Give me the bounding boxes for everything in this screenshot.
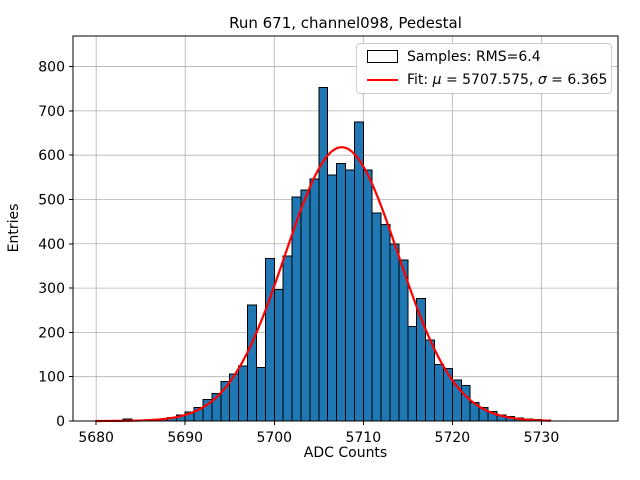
legend: Samples: RMS=6.4 Fit: μ = 5707.575, σ = … [356, 43, 612, 94]
sigma-value: = 6.365 [546, 72, 608, 89]
chart-title-text: Run 671, channel098, Pedestal [229, 14, 462, 32]
hist-bar [247, 304, 257, 422]
tick-marks [69, 66, 542, 425]
y-tick-label: 200 [38, 325, 65, 341]
hist-bar [327, 174, 338, 422]
y-tick-label: 500 [38, 192, 65, 208]
mu-value: = 5707.575, [441, 72, 538, 89]
hist-bar [442, 367, 453, 422]
hist-bar [300, 189, 311, 422]
chart-title: Run 671, channel098, Pedestal [0, 14, 640, 32]
legend-item-samples: Samples: RMS=6.4 [357, 46, 611, 68]
hist-bar [380, 224, 391, 422]
tick-labels: 5680 5690 5700 5710 5720 5730 0 100 200 300 400 500… [38, 60, 559, 446]
hist-bar [255, 366, 266, 422]
y-axis-label: Entries [6, 204, 22, 253]
gaussian-fit-line [95, 146, 552, 423]
hist-bar [318, 86, 329, 422]
mu-symbol: μ [432, 72, 442, 89]
x-axis-label: ADC Counts [0, 445, 640, 461]
x-tick-label: 5690 [167, 430, 203, 446]
y-tick-label: 600 [38, 148, 65, 164]
hist-bar [309, 178, 320, 422]
hist-bar [389, 243, 400, 422]
hist-bar [282, 255, 293, 422]
y-tick-label: 400 [38, 237, 65, 253]
y-tick-label: 800 [38, 60, 65, 76]
hist-bar [336, 163, 346, 422]
hist-bar [264, 257, 275, 422]
x-tick-label: 5730 [524, 430, 560, 446]
x-tick-label: 5720 [435, 430, 471, 446]
hist-bar [353, 121, 364, 422]
legend-fit-label: Fit: μ = 5707.575, σ = 6.365 [407, 72, 607, 88]
legend-item-fit: Fit: μ = 5707.575, σ = 6.365 [357, 69, 611, 91]
y-tick-label: 300 [38, 281, 65, 297]
sigma-symbol: σ [537, 72, 547, 89]
hist-bar [434, 364, 444, 422]
y-axis-label-text: Entries [6, 203, 22, 253]
fit-label-prefix: Fit: [407, 72, 433, 89]
y-tick-label: 700 [38, 104, 65, 120]
x-axis-label-text: ADC Counts [303, 445, 388, 461]
hist-bar [362, 169, 373, 422]
hist-bar [460, 385, 471, 422]
hist-bar [371, 212, 382, 422]
x-tick-label: 5680 [78, 430, 114, 446]
axes-spines [72, 35, 619, 422]
hist-bar [345, 169, 355, 422]
x-tick-label: 5700 [256, 430, 292, 446]
y-tick-label: 0 [56, 414, 65, 430]
hist-bar [238, 365, 249, 422]
y-tick-label: 100 [38, 370, 65, 386]
hist-bar [407, 326, 418, 422]
samples-swatch-icon [367, 50, 398, 64]
legend-samples-label: Samples: RMS=6.4 [407, 48, 541, 65]
hist-bar [425, 339, 436, 422]
x-tick-label: 5710 [345, 430, 381, 446]
hist-bar [273, 288, 284, 422]
fit-line-icon [367, 79, 398, 82]
hist-bar [398, 259, 409, 422]
